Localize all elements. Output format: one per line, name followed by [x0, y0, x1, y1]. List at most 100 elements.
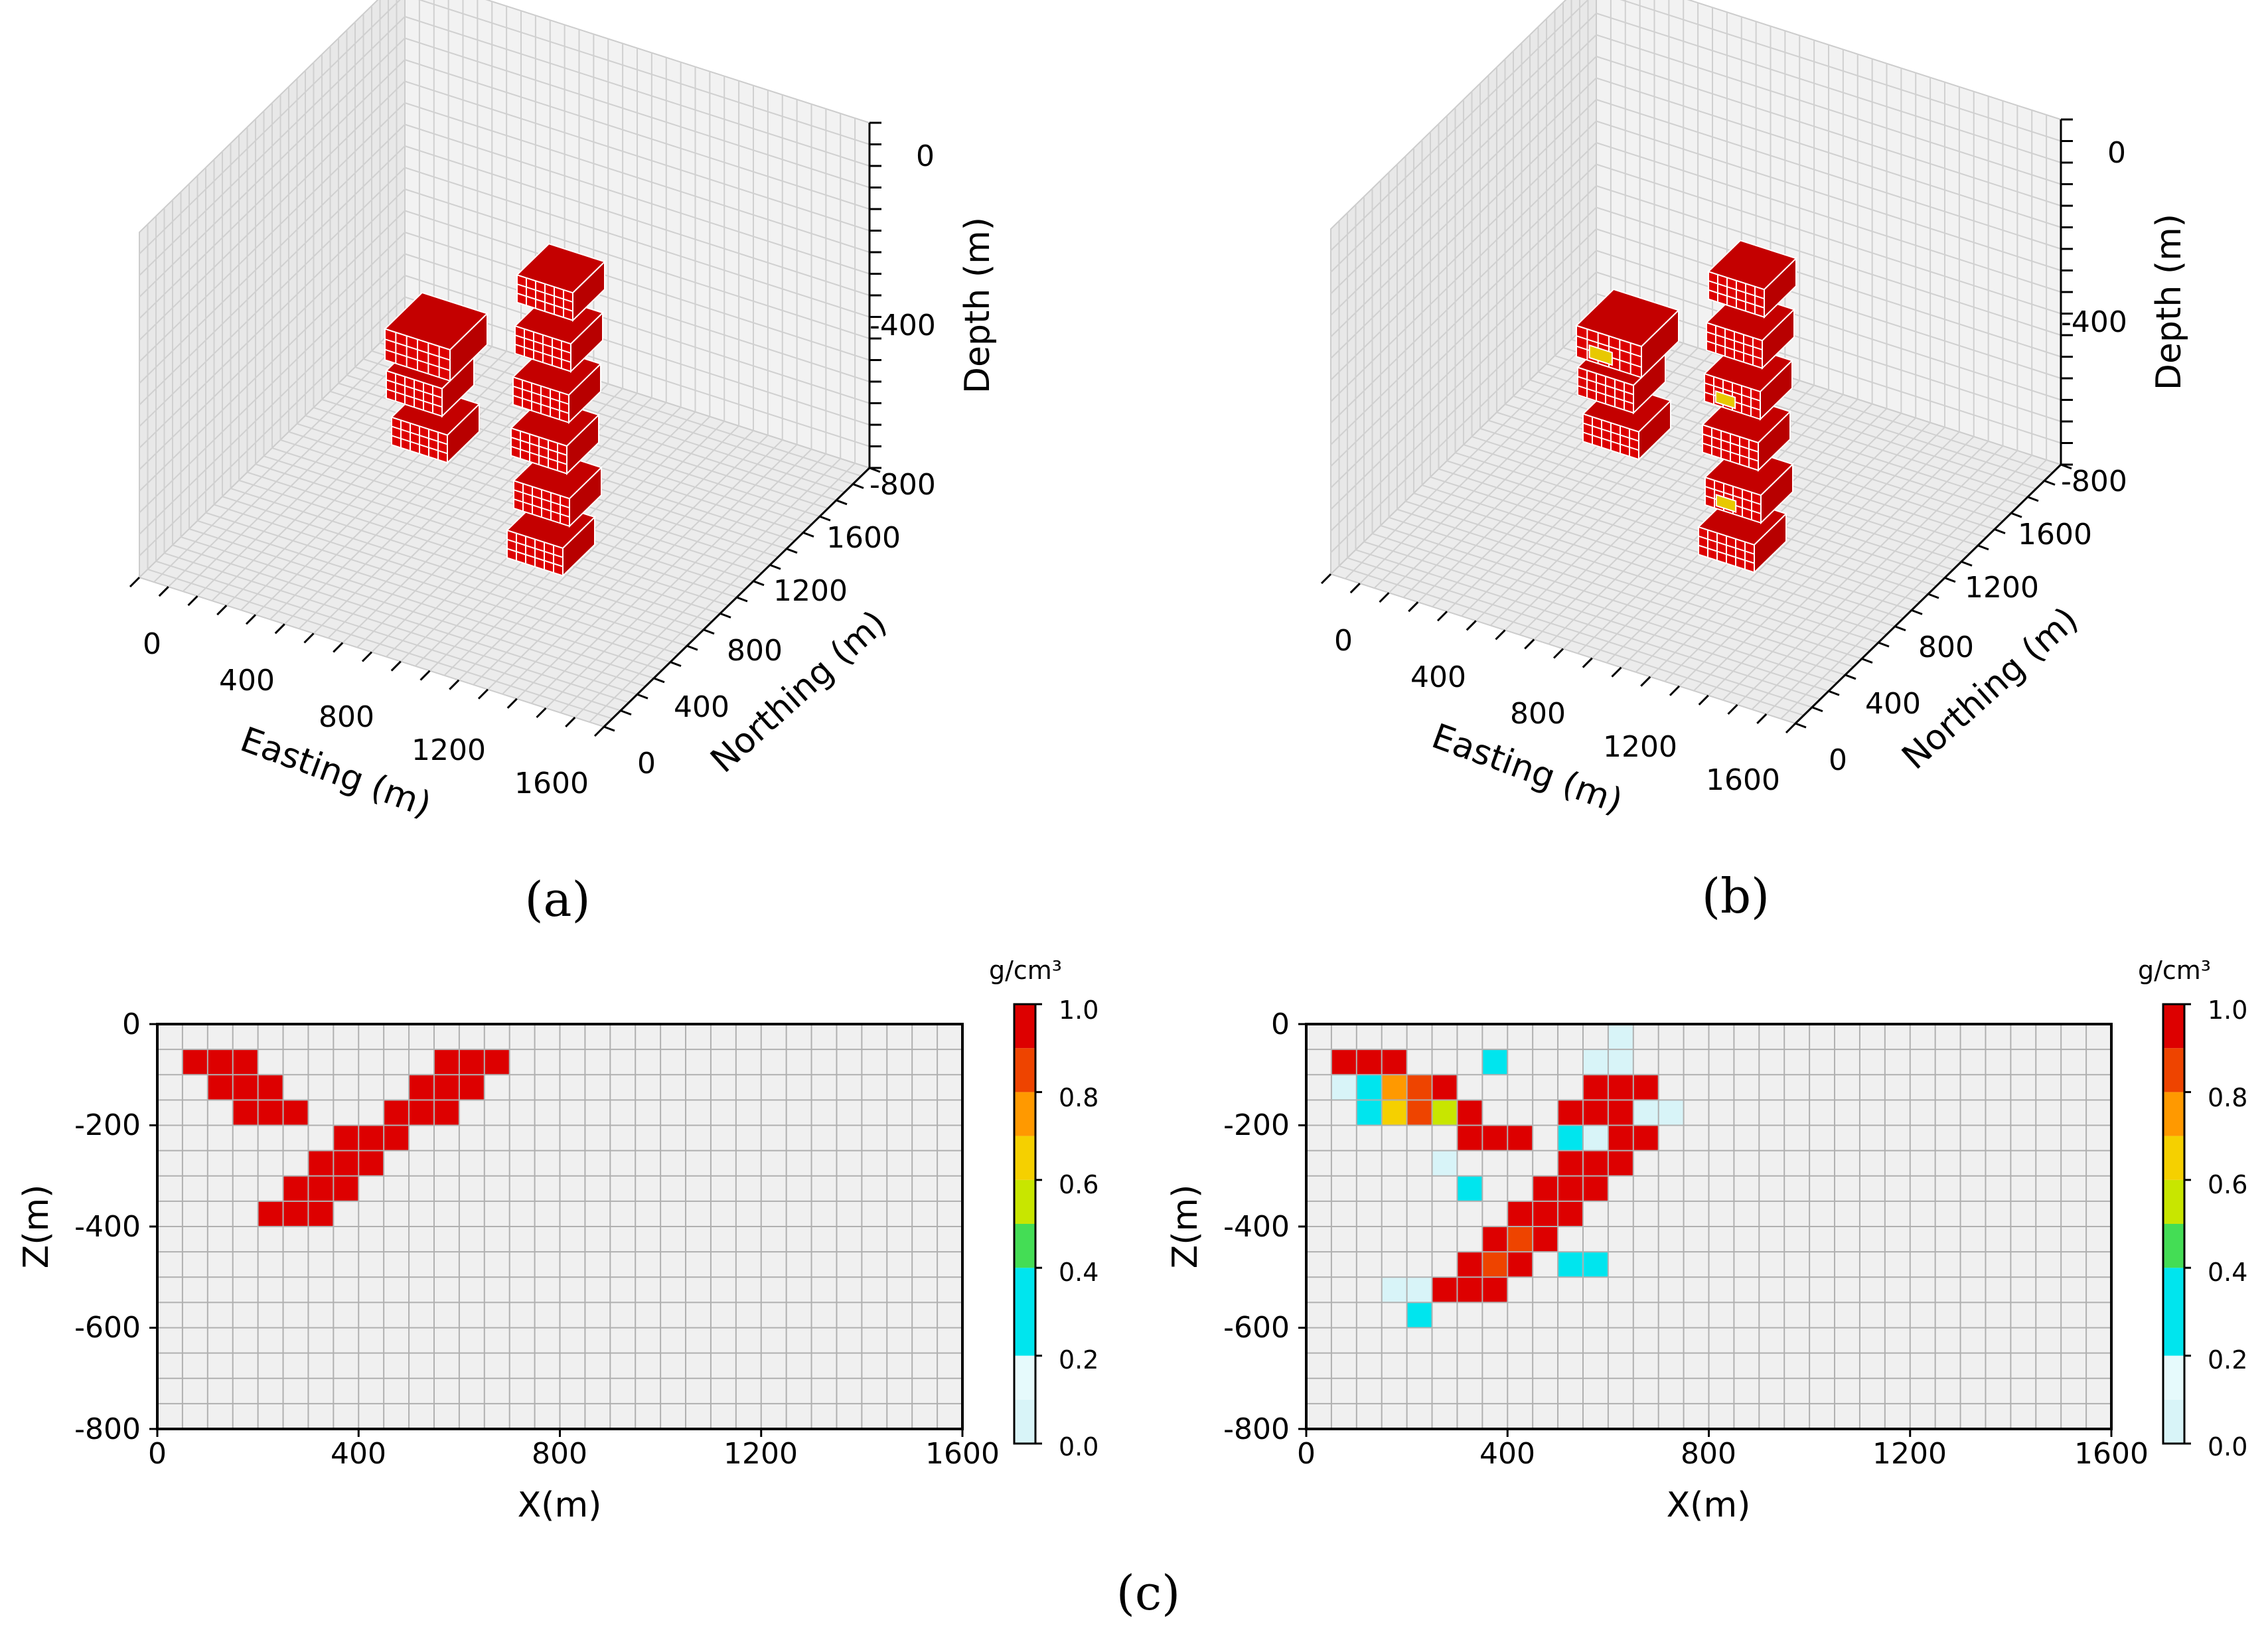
heatmap-cell	[1482, 1277, 1508, 1303]
wall-grid-line	[1330, 271, 1597, 532]
wall-grid-line	[516, 439, 783, 700]
panel-a-density-body	[384, 243, 606, 577]
heatmap-cell	[1633, 1125, 1659, 1151]
voxel-edge	[513, 498, 570, 518]
voxel-edge	[1576, 335, 1642, 358]
wall-grid-line	[1596, 271, 2062, 422]
voxel-edge	[516, 283, 573, 303]
wall-grid-line	[404, 16, 870, 167]
wall-grid-line	[1596, 34, 2062, 185]
heatmap-cell	[1457, 1175, 1483, 1201]
heatmap-cell	[1331, 1049, 1357, 1075]
y-tick-mark	[819, 515, 831, 522]
y-tick-mark	[620, 709, 632, 716]
x-tick-mark	[1698, 694, 1709, 706]
wall-grid-line	[404, 37, 870, 188]
heatmap-cell	[1406, 1100, 1432, 1126]
panel-c-left-x-tick-3: 1200	[723, 1437, 798, 1471]
colorbar-band	[1014, 1179, 1035, 1224]
panel-c-right-x-tick-3: 1200	[1872, 1437, 1947, 1471]
x-tick-mark	[1582, 657, 1593, 668]
panel-c-right-x-label: X(m)	[1667, 1485, 1751, 1525]
x-tick-mark	[1349, 583, 1361, 594]
wall-grid-line	[1596, 206, 2062, 358]
heatmap-cell	[207, 1075, 233, 1100]
panel-b-y-label: Northing (m)	[1895, 599, 2086, 777]
wall-grid-line	[1736, 445, 2004, 706]
wall-grid-line	[1330, 0, 1589, 252]
x-tick-mark	[216, 605, 228, 616]
x-tick-mark	[1669, 685, 1681, 696]
heatmap-cell	[207, 1049, 233, 1075]
voxel-edge	[1702, 442, 1759, 462]
x-tick-mark	[565, 716, 576, 727]
heatmap-cell	[283, 1100, 309, 1126]
panel-a-3d-plot: 0 -400 -800 Depth (m) 0 400 800 1200 160…	[129, 0, 998, 927]
panel-a-z-tick-1: -400	[869, 309, 936, 342]
panel-c-left-x-label: X(m)	[518, 1485, 602, 1525]
y-tick-mark	[1861, 658, 1873, 664]
wall-grid-line	[271, 447, 737, 598]
heatmap-cell	[1507, 1201, 1533, 1227]
panel-c-left-grid	[157, 1024, 962, 1429]
heatmap-cell	[1482, 1252, 1508, 1278]
panel-c-right-x-tick-2: 800	[1681, 1437, 1736, 1471]
panel-c-left-x-tick-0: 0	[148, 1437, 167, 1471]
heatmap-cell	[232, 1049, 258, 1075]
panel-c-right-grid	[1306, 1024, 2111, 1429]
y-tick-mark	[686, 644, 698, 651]
heatmap-cell	[1582, 1252, 1608, 1278]
panel-a-z-tick-0: 0	[916, 139, 935, 173]
panel-b-density-body	[1575, 240, 1797, 574]
heatmap-cell	[1457, 1252, 1483, 1278]
voxel-edge	[391, 425, 448, 445]
heatmap-cell	[1381, 1100, 1407, 1126]
y-tick-mark	[2010, 512, 2022, 518]
wall-grid-line	[139, 59, 406, 319]
panel-b-x-tick-4: 1600	[1706, 763, 1780, 797]
heatmap-cell	[232, 1100, 258, 1126]
panel-c-right-colorbar-ticks: 0.0 0.2 0.4 0.6 0.8 1.0	[2208, 996, 2247, 1461]
heatmap-cell	[358, 1125, 384, 1151]
panel-b-y-tick-1: 400	[1865, 687, 1921, 721]
heatmap-cell	[409, 1075, 434, 1100]
wall-grid-line	[1330, 13, 1597, 273]
panel-c-left-y-tick-1: -200	[74, 1108, 141, 1142]
y-tick-mark	[2044, 479, 2056, 486]
heatmap-cell	[1432, 1150, 1458, 1176]
heatmap-cell	[433, 1075, 459, 1100]
panel-c-left-cb-tick-5: 1.0	[1059, 996, 1098, 1025]
wall-grid-line	[139, 296, 406, 557]
x-tick-mark	[1436, 611, 1448, 622]
wall-grid-line	[1472, 435, 1937, 587]
y-tick-mark	[703, 629, 715, 635]
voxel-edge	[514, 335, 571, 354]
heatmap-cell	[1658, 1100, 1684, 1126]
heatmap-cell	[1356, 1075, 1382, 1100]
voxel-edge	[386, 379, 443, 399]
panel-c-right-cb-tick-1: 0.2	[2208, 1345, 2247, 1375]
heatmap-cell	[1482, 1125, 1508, 1151]
panel-b-3d-plot: 0 -400 -800 Depth (m) 0 400 800 1200 160…	[1320, 0, 2189, 924]
voxel-edge	[1577, 376, 1634, 396]
panel-c-left-y-label: Z(m)	[17, 1185, 56, 1269]
wall-grid-line	[418, 0, 870, 145]
wall-grid-line	[574, 458, 841, 718]
x-tick-mark	[303, 633, 315, 644]
panel-a-x-tick-3: 1200	[412, 733, 486, 767]
wall-grid-line	[458, 420, 725, 681]
panel-b-z-label: Depth (m)	[2149, 214, 2189, 390]
heatmap-cell	[1533, 1175, 1558, 1201]
panel-a-y-tick-1: 400	[674, 690, 729, 724]
colorbar-band	[2163, 1268, 2184, 1356]
wall-grid-line	[139, 102, 406, 362]
voxel-edge	[1698, 535, 1755, 555]
voxel-edge	[516, 292, 573, 312]
y-tick-mark	[1911, 609, 1923, 615]
wall-grid-line	[1596, 163, 2062, 315]
heatmap-cell	[1608, 1075, 1633, 1100]
heatmap-cell	[1406, 1075, 1432, 1100]
panel-a-y-tick-0: 0	[637, 747, 656, 781]
heatmap-cell	[1582, 1125, 1608, 1151]
y-tick-mark	[769, 563, 781, 570]
